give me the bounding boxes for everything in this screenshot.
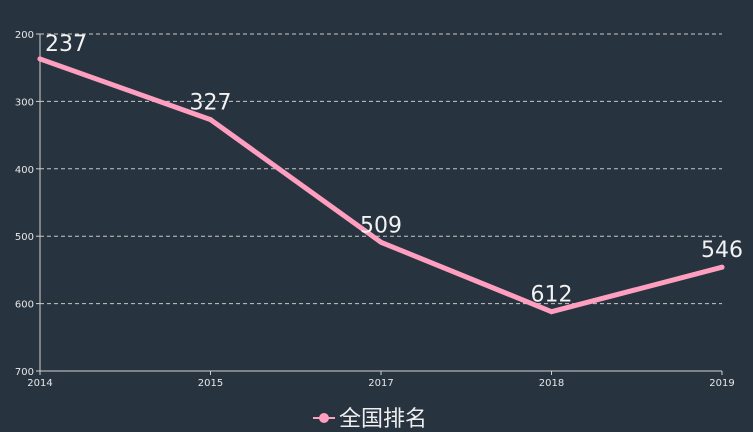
legend-label: 全国排名 <box>339 407 427 432</box>
data-label: 612 <box>531 283 573 308</box>
data-point <box>719 264 725 270</box>
data-label: 546 <box>701 238 743 263</box>
x-tick-label: 2018 <box>539 378 564 389</box>
y-tick-label: 400 <box>15 165 34 176</box>
y-tick-label: 300 <box>15 97 34 108</box>
y-tick-label: 700 <box>15 367 34 378</box>
data-label: 509 <box>360 213 402 238</box>
data-label: 327 <box>190 91 232 116</box>
series-line <box>37 56 725 315</box>
data-point <box>549 309 554 315</box>
y-tick-label: 600 <box>15 300 34 311</box>
legend-marker-icon <box>319 413 329 423</box>
y-tick-label: 500 <box>15 232 34 243</box>
x-tick-label: 2015 <box>198 378 223 389</box>
x-tick-label: 2019 <box>709 378 734 389</box>
data-label: 237 <box>45 32 87 57</box>
y-tick-label: 200 <box>15 30 34 41</box>
data-point <box>378 239 384 245</box>
x-tick-label: 2017 <box>368 378 393 389</box>
x-tick-label: 2014 <box>27 378 52 389</box>
data-point <box>37 56 43 62</box>
data-point <box>208 117 213 123</box>
